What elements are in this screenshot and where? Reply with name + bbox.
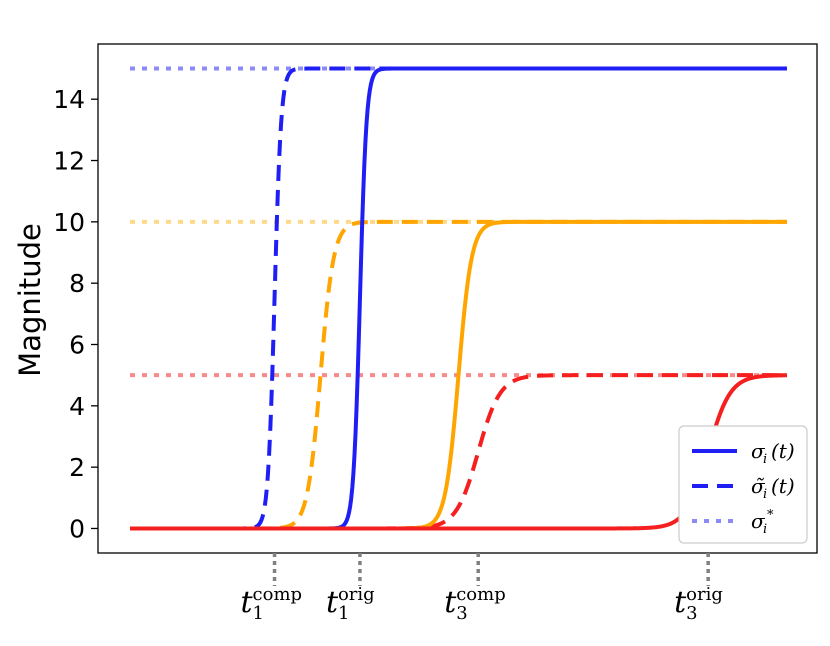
plot-lines <box>129 66 788 531</box>
y-tick-label: 6 <box>69 330 85 359</box>
y-tick-label: 8 <box>69 269 85 298</box>
svg-text:3: 3 <box>456 603 467 624</box>
svg-text:σ: σ <box>751 439 766 463</box>
y-tick-label: 4 <box>69 392 85 421</box>
y-axis-label: Magnitude <box>13 223 47 377</box>
y-axis-ticks: 0 2 4 6 8 10 12 14 <box>53 85 98 543</box>
svg-text:comp: comp <box>456 584 506 605</box>
svg-text:σ: σ <box>751 509 766 533</box>
svg-text:3: 3 <box>686 603 697 624</box>
y-tick-label: 0 <box>69 514 85 543</box>
svg-text:*: * <box>767 508 774 523</box>
svg-text:t: t <box>326 585 339 620</box>
legend-label-dotted: σi* <box>751 508 774 537</box>
svg-text:i: i <box>763 522 767 537</box>
svg-text:orig: orig <box>686 584 723 605</box>
svg-text:t: t <box>241 585 254 620</box>
plot-frame <box>97 43 818 554</box>
series-line-red-solid <box>129 373 788 531</box>
legend-label-dashed: σ̃i (t) <box>751 474 795 502</box>
svg-text:i: i <box>763 452 767 467</box>
svg-text:comp: comp <box>253 584 303 605</box>
svg-text:t: t <box>674 585 687 620</box>
legend: σi (t)σ̃i (t)σi* <box>678 425 808 544</box>
y-tick-label: 10 <box>53 208 85 237</box>
svg-text:i: i <box>763 487 767 502</box>
legend-box <box>678 425 808 544</box>
y-tick-label: 14 <box>53 85 85 114</box>
svg-text:σ̃: σ̃ <box>751 474 766 498</box>
svg-text:(t): (t) <box>771 474 795 498</box>
legend-label-solid: σi (t) <box>751 439 795 467</box>
y-tick-label: 2 <box>69 453 85 482</box>
svg-text:orig: orig <box>338 584 375 605</box>
svg-text:t: t <box>444 585 457 620</box>
svg-text:(t): (t) <box>771 439 795 463</box>
y-tick-label: 12 <box>53 147 85 176</box>
svg-text:1: 1 <box>253 603 264 624</box>
svg-text:1: 1 <box>338 603 349 624</box>
